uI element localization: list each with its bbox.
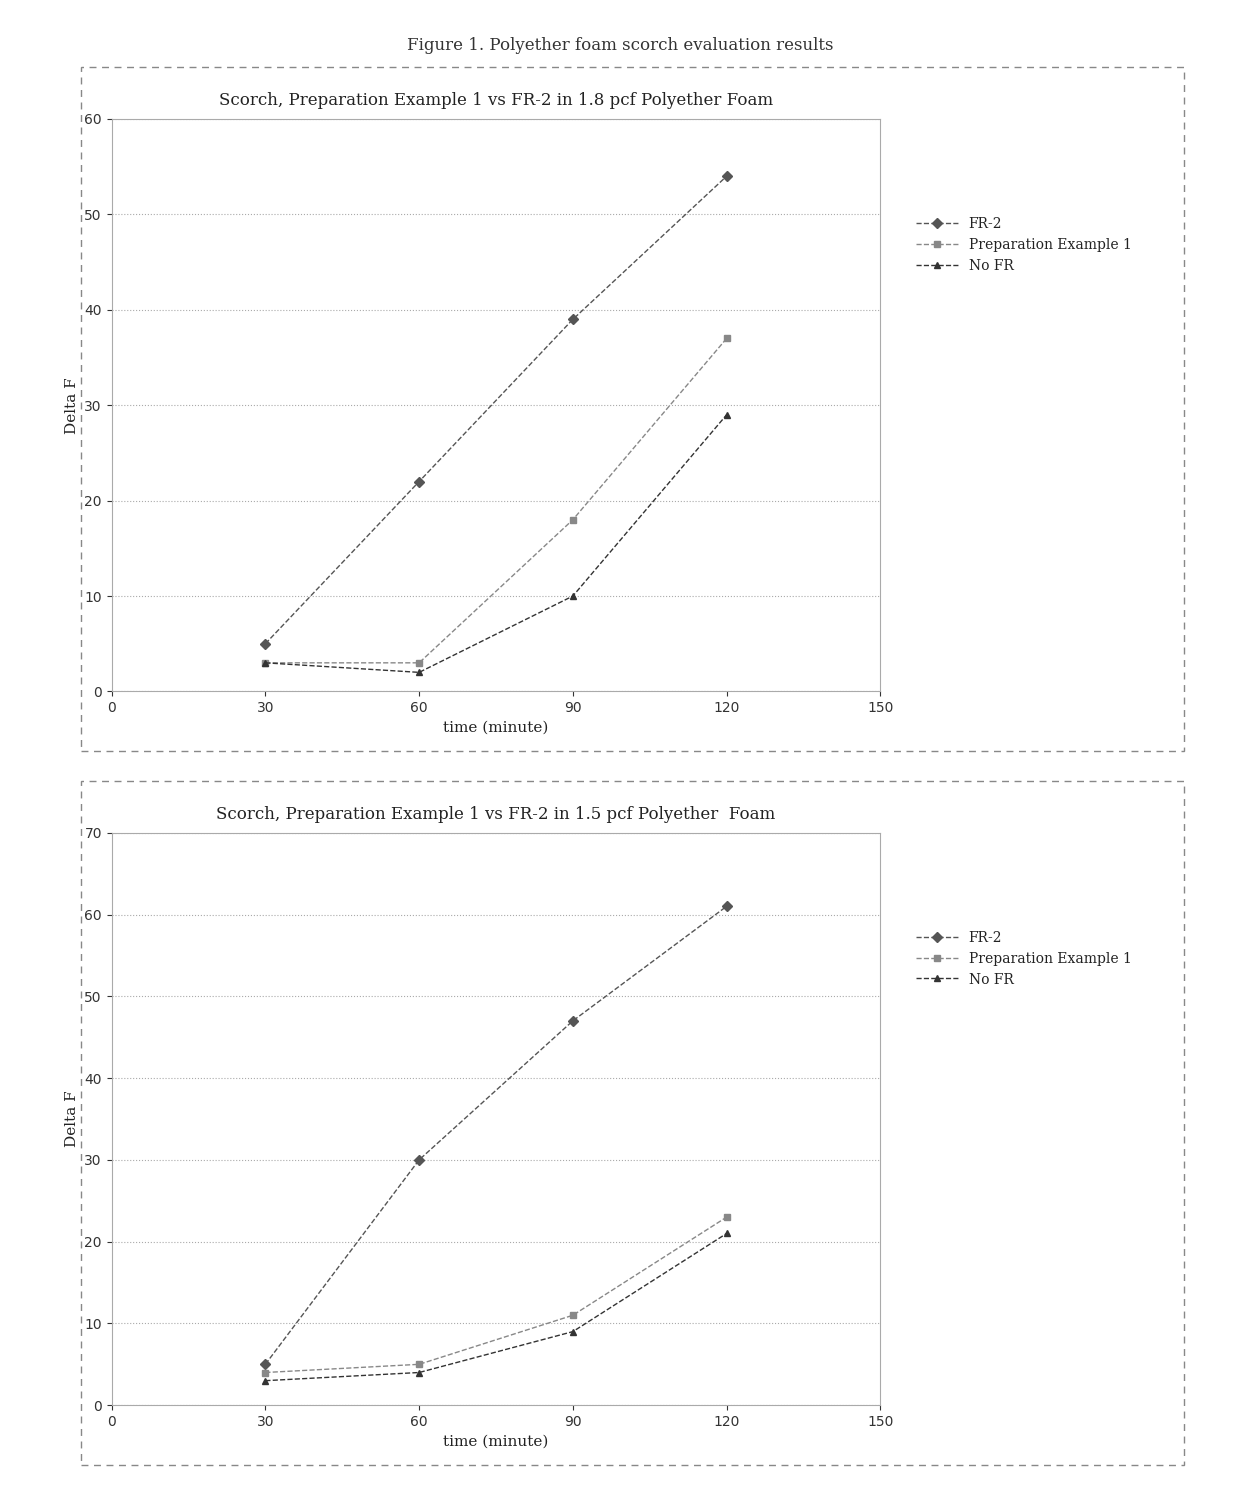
No FR: [258, 654, 273, 672]
FR-2: [719, 897, 734, 915]
X-axis label: time (minute): time (minute): [444, 721, 548, 735]
FR-2: [565, 311, 580, 329]
Line: FR-2: FR-2: [262, 903, 730, 1368]
Preparation Example 1: [719, 1207, 734, 1225]
Y-axis label: Delta F: Delta F: [64, 376, 78, 434]
Line: No FR: No FR: [262, 412, 730, 677]
Preparation Example 1: [412, 1356, 427, 1374]
Title: Scorch, Preparation Example 1 vs FR-2 in 1.5 pcf Polyether  Foam: Scorch, Preparation Example 1 vs FR-2 in…: [216, 806, 776, 822]
No FR: [412, 1364, 427, 1381]
Line: No FR: No FR: [262, 1230, 730, 1384]
No FR: [412, 663, 427, 681]
Legend: FR-2, Preparation Example 1, No FR: FR-2, Preparation Example 1, No FR: [910, 925, 1137, 992]
Preparation Example 1: [258, 1364, 273, 1381]
Preparation Example 1: [565, 1307, 580, 1325]
Text: Figure 1. Polyether foam scorch evaluation results: Figure 1. Polyether foam scorch evaluati…: [407, 37, 833, 54]
FR-2: [258, 635, 273, 653]
No FR: [719, 406, 734, 424]
Preparation Example 1: [412, 654, 427, 672]
Title: Scorch, Preparation Example 1 vs FR-2 in 1.8 pcf Polyether Foam: Scorch, Preparation Example 1 vs FR-2 in…: [219, 92, 773, 109]
Legend: FR-2, Preparation Example 1, No FR: FR-2, Preparation Example 1, No FR: [910, 211, 1137, 278]
Preparation Example 1: [565, 512, 580, 529]
X-axis label: time (minute): time (minute): [444, 1435, 548, 1448]
Preparation Example 1: [719, 330, 734, 348]
Line: Preparation Example 1: Preparation Example 1: [262, 1213, 730, 1375]
No FR: [565, 1323, 580, 1341]
Preparation Example 1: [258, 654, 273, 672]
Line: FR-2: FR-2: [262, 172, 730, 647]
FR-2: [412, 1151, 427, 1169]
FR-2: [258, 1356, 273, 1374]
FR-2: [412, 473, 427, 491]
FR-2: [719, 167, 734, 184]
No FR: [565, 587, 580, 605]
Y-axis label: Delta F: Delta F: [64, 1090, 78, 1148]
No FR: [258, 1371, 273, 1389]
Line: Preparation Example 1: Preparation Example 1: [262, 335, 730, 666]
FR-2: [565, 1013, 580, 1030]
No FR: [719, 1225, 734, 1243]
